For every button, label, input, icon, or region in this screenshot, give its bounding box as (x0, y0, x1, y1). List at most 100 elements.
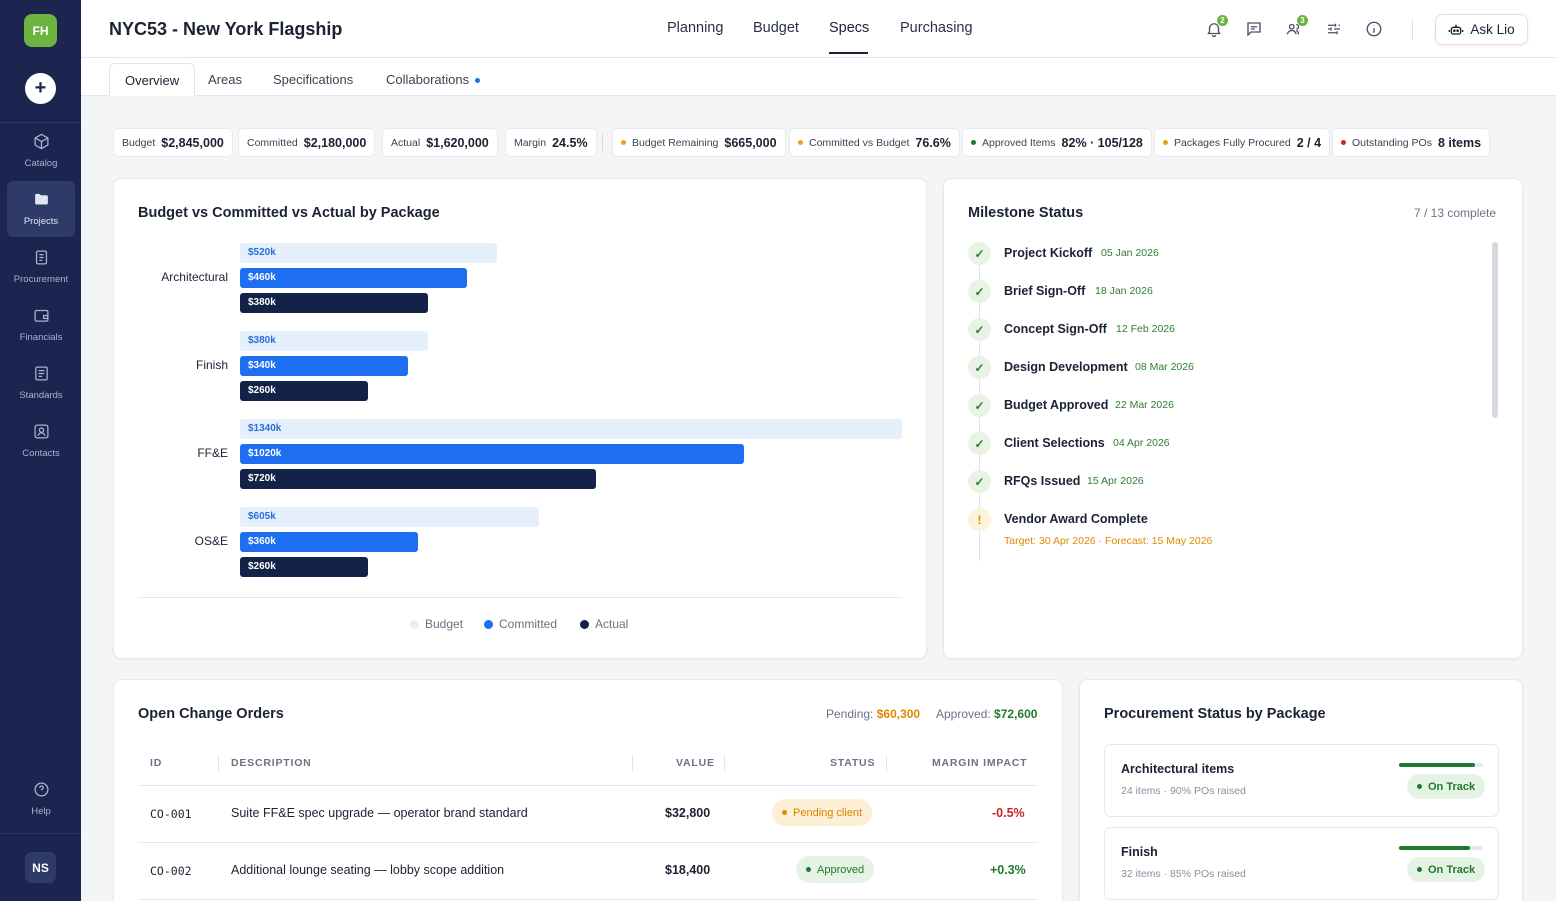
bar-budget[interactable]: $1340k (240, 419, 902, 439)
legend-label: Budget (425, 617, 464, 631)
kpi-budget-remaining: Budget Remaining $665,000 (612, 128, 786, 157)
tab-specs[interactable]: Specs (829, 20, 870, 36)
table-row-divider (138, 842, 1038, 843)
legend-actual[interactable]: Actual (580, 617, 628, 631)
progress-bar (1399, 763, 1483, 767)
check-icon: ✓ (968, 356, 991, 379)
ask-lio-button[interactable]: Ask Lio (1435, 14, 1528, 45)
subtab-areas[interactable]: Areas (208, 72, 242, 87)
table-cell-description: Additional lounge seating — lobby scope … (231, 863, 505, 877)
bar-committed[interactable]: $340k (240, 356, 408, 376)
unread-dot (475, 78, 481, 84)
table-cell-id[interactable]: CO-001 (150, 807, 192, 821)
status-badge-approved[interactable]: Approved (796, 856, 875, 883)
column-header-id[interactable]: ID (150, 757, 163, 769)
status-badge-pending[interactable]: Pending client (772, 799, 873, 826)
kpi-committed: Committed $2,180,000 (238, 128, 376, 157)
bar-actual[interactable]: $380k (240, 293, 428, 313)
people-badge: 3 (1297, 15, 1308, 26)
legend-swatch (580, 619, 589, 629)
workspace-logo[interactable]: FH (24, 14, 57, 47)
milestone-date: 18 Jan 2026 (1095, 285, 1153, 297)
sidebar-item-label: Projects (23, 216, 59, 227)
procurement-item-architectural[interactable]: Architectural items 24 items · 90% POs r… (1104, 744, 1499, 817)
pending-total: Pending: $60,300 (826, 707, 921, 721)
info-button[interactable] (1365, 20, 1383, 38)
bar-actual[interactable]: $260k (240, 381, 368, 401)
robot-icon (1449, 24, 1464, 35)
warning-icon: ! (968, 508, 991, 531)
check-icon: ✓ (968, 318, 991, 341)
tab-planning[interactable]: Planning (667, 20, 724, 36)
check-icon: ✓ (968, 242, 991, 265)
subtab-overview[interactable]: Overview (109, 63, 196, 96)
status-label: Approved (817, 863, 865, 876)
bar-actual[interactable]: $720k (240, 469, 596, 489)
chart-title: Budget vs Committed vs Actual by Package (138, 205, 440, 221)
legend-budget[interactable]: Budget (410, 617, 463, 631)
column-header-description[interactable]: DESCRIPTION (231, 757, 312, 769)
sidebar-item-catalog[interactable]: Catalog (7, 123, 75, 179)
sidebar-item-contacts[interactable]: Contacts (7, 413, 75, 469)
package-name: Finish (1121, 845, 1158, 859)
milestone-name: Design Development (1004, 360, 1128, 374)
sidebar-item-procurement[interactable]: Procurement (7, 239, 75, 295)
category-label: Finish (195, 358, 228, 372)
chat-icon (1247, 22, 1261, 37)
milestones-scrollbar[interactable] (1492, 242, 1498, 418)
table-cell-id[interactable]: CO-002 (150, 864, 192, 878)
bar-actual[interactable]: $260k (240, 557, 368, 577)
column-separator (724, 755, 725, 772)
milestone-name: Budget Approved (1004, 398, 1109, 412)
bar-budget[interactable]: $520k (240, 243, 497, 263)
people-button[interactable]: 3 (1285, 15, 1308, 38)
notifications-badge: 2 (1217, 15, 1228, 26)
check-icon: ✓ (968, 470, 991, 493)
milestone-name: Brief Sign-Off (1004, 284, 1086, 298)
tab-purchasing[interactable]: Purchasing (900, 20, 973, 36)
add-button[interactable]: + (25, 73, 56, 104)
package-summary: 32 items · 85% POs raised (1121, 868, 1246, 880)
column-header-margin-impact[interactable]: MARGIN IMPACT (932, 757, 1028, 769)
kpi-actual: Actual $1,620,000 (382, 128, 498, 157)
top-header: NYC53 - New York Flagship Planning Budge… (81, 0, 1556, 58)
column-header-value[interactable]: VALUE (676, 757, 715, 769)
column-header-status[interactable]: STATUS (830, 757, 876, 769)
wallet-icon (33, 309, 49, 322)
legend-committed[interactable]: Committed (484, 617, 557, 631)
status-badge-on-track: On Track (1407, 857, 1486, 882)
subtab-specifications[interactable]: Specifications (273, 72, 354, 87)
milestone-name: Vendor Award Complete (1004, 512, 1148, 526)
sub-tabs: Overview Areas Specifications Collaborat… (81, 58, 1556, 96)
sidebar-item-label: Help (31, 806, 51, 817)
bar-committed[interactable]: $360k (240, 532, 418, 552)
users-icon (1286, 23, 1300, 35)
cube-icon (33, 133, 49, 150)
kpi-budget: Budget $2,845,000 (113, 128, 233, 157)
check-icon: ✓ (968, 432, 991, 455)
bar-budget[interactable]: $605k (240, 507, 539, 527)
sidebar-item-financials[interactable]: Financials (7, 297, 75, 353)
category-label: Architectural (161, 270, 228, 284)
bar-committed[interactable]: $1020k (240, 444, 744, 464)
sidebar-item-standards[interactable]: Standards (7, 355, 75, 411)
procurement-item-finish[interactable]: Finish 32 items · 85% POs raised On Trac… (1104, 827, 1499, 900)
filters-button[interactable] (1325, 20, 1343, 38)
subtab-collaborations[interactable]: Collaborations (386, 72, 481, 87)
status-label: On Track (1428, 863, 1476, 876)
bar-committed[interactable]: $460k (240, 268, 467, 288)
tab-budget[interactable]: Budget (753, 20, 799, 36)
milestone-name: Project Kickoff (1004, 246, 1093, 260)
check-icon: ✓ (968, 280, 991, 303)
sidebar-item-projects[interactable]: Projects (7, 181, 75, 237)
category-label: OS&E (194, 534, 228, 548)
sidebar-item-help[interactable]: Help (7, 771, 75, 827)
project-title: NYC53 - New York Flagship (109, 19, 343, 39)
notifications-button[interactable]: 2 (1205, 15, 1228, 38)
table-row-divider (138, 899, 1038, 900)
messages-button[interactable] (1245, 20, 1263, 38)
user-avatar[interactable]: NS (25, 852, 56, 883)
sidebar-item-label: Financials (19, 332, 63, 343)
bar-budget[interactable]: $380k (240, 331, 428, 351)
status-dot (1341, 140, 1346, 145)
